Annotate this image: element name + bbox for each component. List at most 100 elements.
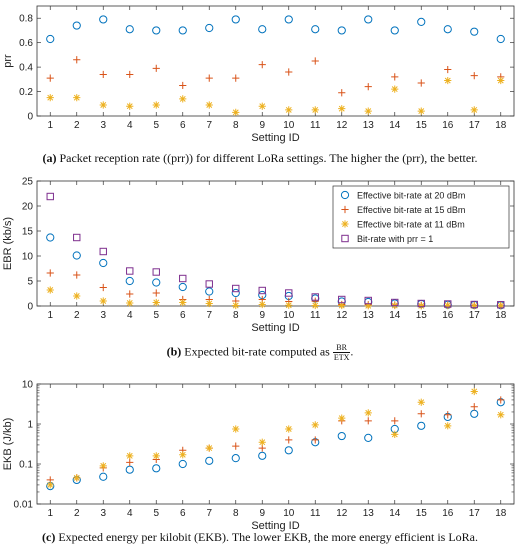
data-point — [152, 26, 161, 35]
data-point — [497, 396, 505, 404]
data-point — [285, 289, 293, 297]
data-point — [497, 302, 505, 310]
data-point — [470, 27, 479, 36]
data-point — [285, 301, 293, 309]
data-point — [99, 70, 107, 79]
y-tick-label: 20 — [22, 202, 34, 213]
data-point — [311, 293, 319, 301]
plot-frame — [36, 5, 515, 117]
data-point — [364, 107, 372, 115]
x-tick-label: 15 — [416, 508, 428, 519]
y-axis-label: EBR (kb/s) — [2, 217, 14, 270]
data-point — [311, 421, 319, 429]
data-point — [444, 301, 452, 310]
data-point — [285, 436, 293, 444]
x-tick-label: 5 — [153, 120, 159, 131]
data-point — [258, 300, 266, 309]
y-axis-label: EKB (J/kb) — [2, 418, 14, 471]
data-point — [337, 26, 346, 35]
data-point — [152, 289, 160, 297]
caption-c-text: Expected energy per kilobit (EKB). The l… — [58, 530, 478, 544]
x-tick-label: 18 — [495, 508, 507, 519]
x-tick-label: 4 — [127, 120, 133, 131]
data-point — [73, 94, 81, 102]
x-axis-label: Setting ID — [251, 322, 299, 334]
x-axis-label: Setting ID — [251, 132, 299, 144]
data-point — [444, 422, 452, 430]
series-3 — [46, 286, 505, 310]
data-point — [470, 300, 478, 309]
series-2 — [46, 56, 505, 97]
y-tick-label: 10 — [22, 252, 34, 263]
data-point — [126, 267, 134, 275]
data-point — [232, 425, 240, 433]
y-tick-label: 5 — [27, 277, 33, 288]
legend-marker — [341, 205, 349, 214]
data-point — [205, 444, 213, 452]
x-tick-label: 11 — [310, 508, 321, 519]
data-point — [364, 296, 372, 305]
data-point — [417, 410, 425, 418]
plot-frame — [36, 180, 515, 307]
data-point — [232, 442, 240, 450]
data-point — [205, 287, 214, 296]
data-point — [364, 417, 372, 425]
y-axis-label: prr — [2, 54, 14, 68]
x-tick-label: 16 — [442, 310, 454, 321]
data-point — [390, 26, 399, 35]
x-tick-label: 17 — [469, 310, 481, 321]
x-tick-label: 13 — [363, 120, 375, 131]
x-tick-label: 9 — [259, 310, 265, 321]
data-point — [73, 271, 81, 279]
legend-entry: Effective bit-rate at 20 dBm — [357, 190, 465, 200]
data-point — [258, 61, 266, 69]
data-point — [444, 65, 452, 74]
data-point — [497, 76, 505, 85]
data-point — [152, 268, 160, 276]
series-3 — [46, 76, 505, 116]
data-point — [205, 23, 214, 33]
data-point — [417, 17, 426, 26]
data-point — [258, 451, 267, 460]
x-tick-label: 10 — [283, 508, 295, 519]
data-point — [178, 282, 187, 292]
x-tick-label: 10 — [283, 120, 295, 131]
data-point — [179, 81, 187, 90]
data-point — [231, 454, 240, 463]
data-point — [497, 301, 505, 309]
data-point — [391, 430, 399, 438]
data-point — [125, 465, 134, 474]
data-point — [232, 301, 240, 310]
data-point — [178, 459, 187, 469]
data-point — [73, 474, 81, 482]
data-point — [46, 481, 54, 489]
data-point — [126, 290, 134, 298]
data-point — [126, 452, 134, 460]
data-point — [99, 462, 107, 470]
x-tick-label: 14 — [389, 310, 401, 321]
data-point — [258, 286, 266, 295]
caption-a-text: Packet reception rate ((prr)) for differ… — [59, 151, 478, 165]
data-point — [231, 15, 240, 24]
y-tick-label: 0 — [27, 302, 33, 313]
caption-b-fraction: BR ETX — [332, 343, 351, 362]
x-tick-label: 4 — [127, 310, 133, 321]
data-point — [444, 76, 452, 85]
caption-b-tag: (b) — [166, 344, 182, 359]
data-point — [417, 302, 425, 310]
x-tick-label: 16 — [442, 120, 454, 131]
y-tick-label: 15 — [22, 227, 34, 238]
data-point — [152, 464, 161, 473]
data-point — [99, 283, 107, 292]
data-point — [364, 15, 373, 24]
data-point — [232, 108, 240, 116]
x-tick-label: 3 — [100, 508, 106, 519]
data-point — [470, 72, 478, 80]
x-tick-label: 8 — [233, 310, 239, 321]
data-point — [152, 278, 161, 287]
x-tick-label: 2 — [74, 508, 80, 519]
series-3 — [46, 387, 505, 489]
data-point — [152, 101, 160, 109]
x-tick-label: 1 — [47, 310, 53, 321]
y-tick-label: 0.1 — [19, 460, 33, 471]
